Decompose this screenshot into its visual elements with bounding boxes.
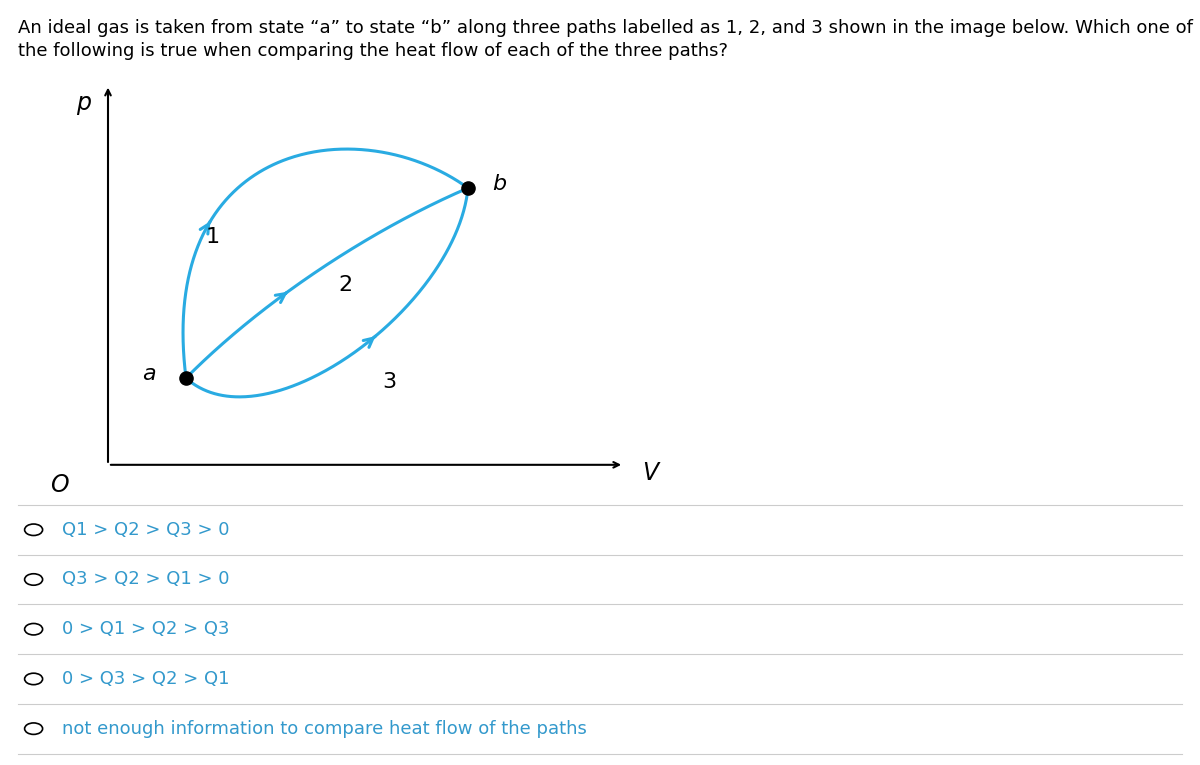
Text: Q1 > Q2 > Q3 > 0: Q1 > Q2 > Q3 > 0 xyxy=(62,521,230,539)
Point xyxy=(458,182,478,194)
Text: Q3 > Q2 > Q1 > 0: Q3 > Q2 > Q1 > 0 xyxy=(62,571,230,588)
Text: $b$: $b$ xyxy=(492,174,508,194)
Text: not enough information to compare heat flow of the paths: not enough information to compare heat f… xyxy=(62,720,587,737)
Text: 0 > Q3 > Q2 > Q1: 0 > Q3 > Q2 > Q1 xyxy=(62,670,230,688)
Text: $V$: $V$ xyxy=(642,461,661,485)
Text: An ideal gas is taken from state “a” to state “b” along three paths labelled as : An ideal gas is taken from state “a” to … xyxy=(18,19,1193,37)
Text: 0 > Q1 > Q2 > Q3: 0 > Q1 > Q2 > Q3 xyxy=(62,620,230,638)
Point xyxy=(176,372,196,384)
Text: 2: 2 xyxy=(338,275,353,295)
Text: 1: 1 xyxy=(206,227,220,247)
Text: the following is true when comparing the heat flow of each of the three paths?: the following is true when comparing the… xyxy=(18,42,728,60)
Text: $O$: $O$ xyxy=(50,474,70,497)
Text: $a$: $a$ xyxy=(142,364,156,384)
Text: 3: 3 xyxy=(383,372,396,392)
Text: $p$: $p$ xyxy=(76,93,92,117)
